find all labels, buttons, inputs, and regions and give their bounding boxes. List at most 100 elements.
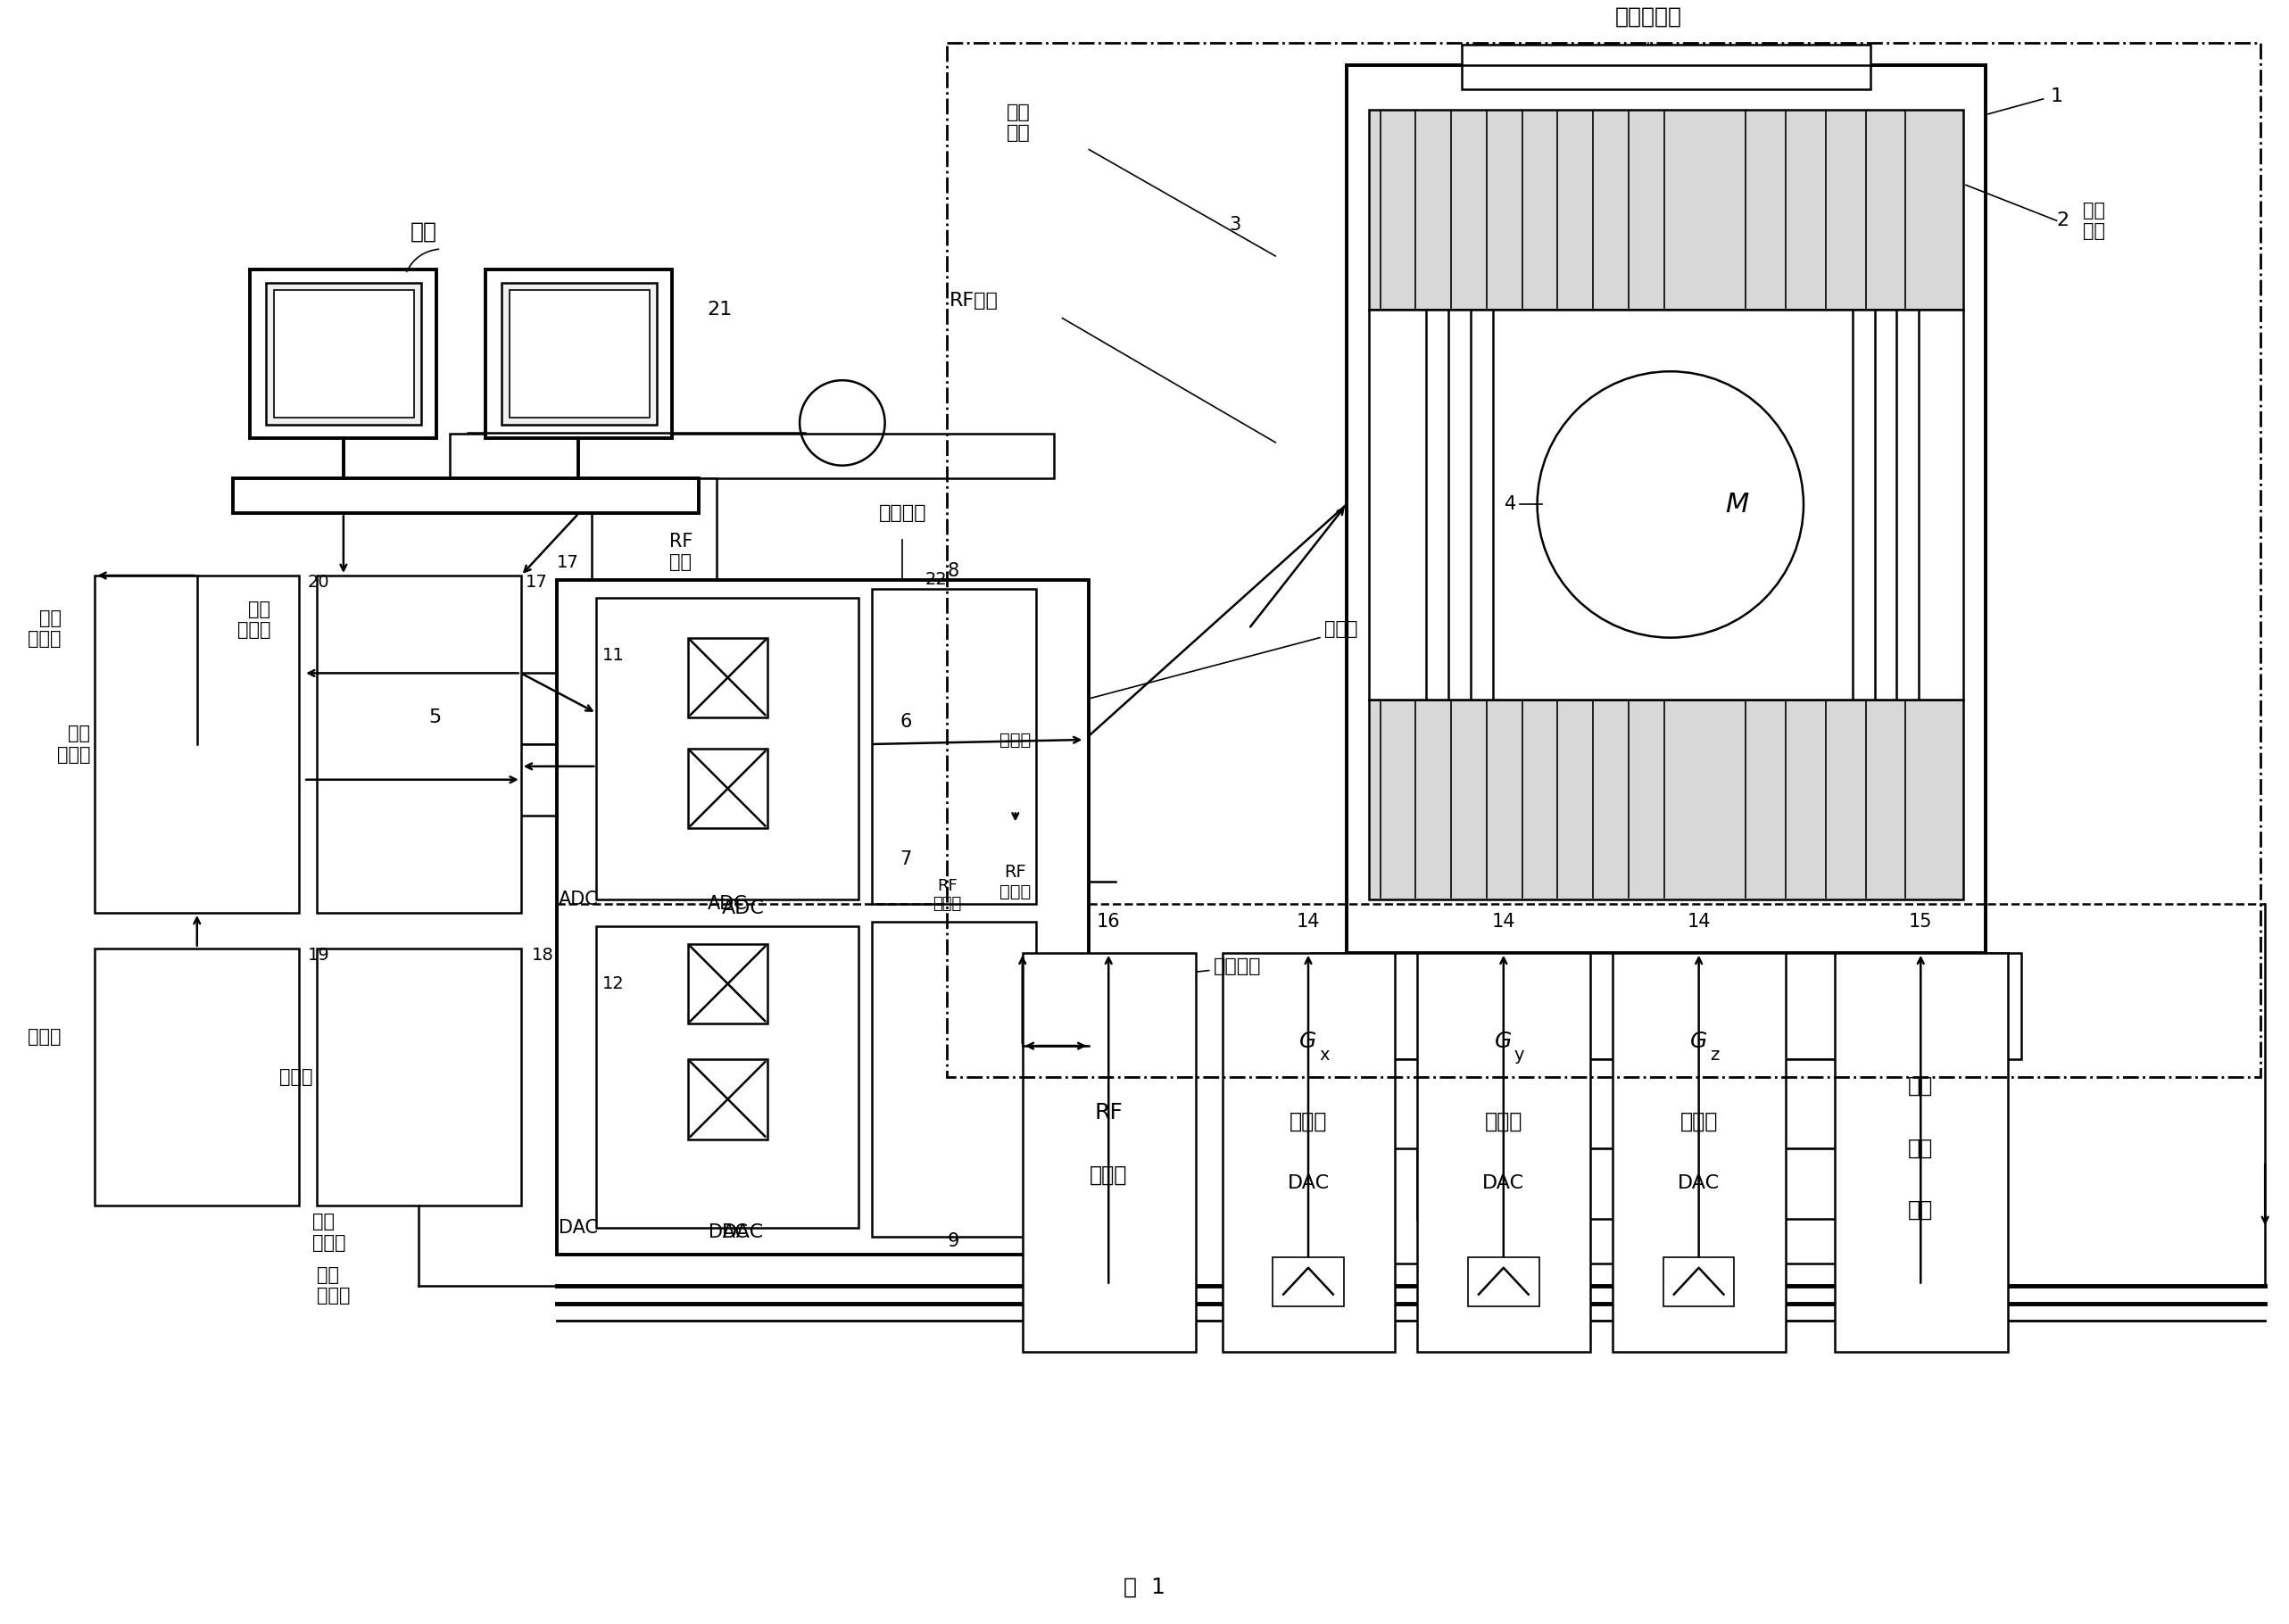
Text: 电源: 电源	[1909, 1200, 1934, 1221]
Text: 合成器: 合成器	[27, 1028, 62, 1046]
Bar	[510, 289, 650, 417]
Text: 6: 6	[900, 713, 911, 731]
Text: z: z	[1710, 1046, 1719, 1064]
Text: 系统
计算机: 系统 计算机	[27, 609, 62, 648]
Text: 3: 3	[1229, 216, 1241, 234]
Text: 梯度
线圈: 梯度 线圈	[1007, 104, 1030, 143]
Bar	[275, 289, 414, 417]
Text: ADC: ADC	[559, 890, 597, 908]
Bar	[316, 575, 522, 913]
Bar	[1417, 953, 1591, 1353]
Text: 接收信道: 接收信道	[879, 505, 927, 523]
Bar	[501, 283, 657, 424]
Text: 14: 14	[1687, 913, 1710, 931]
Text: DAC: DAC	[721, 1223, 765, 1241]
Text: 16: 16	[1096, 913, 1119, 931]
Text: RF
放大器: RF 放大器	[1000, 864, 1030, 900]
Bar	[556, 580, 1090, 1254]
Text: 系统
计算机: 系统 计算机	[57, 724, 92, 763]
Bar	[1369, 309, 1964, 700]
Bar	[1222, 953, 1396, 1353]
Text: 11: 11	[602, 646, 625, 664]
Text: 图像
计算机: 图像 计算机	[238, 601, 270, 640]
Text: 放大器: 放大器	[1680, 1111, 1717, 1132]
Text: G: G	[1300, 1031, 1316, 1052]
Bar	[1664, 1257, 1735, 1306]
Text: 2: 2	[2056, 211, 2069, 229]
Bar	[687, 749, 767, 828]
Bar	[485, 270, 673, 438]
Text: y: y	[1515, 1046, 1524, 1064]
Text: 双工器: 双工器	[1000, 731, 1030, 749]
Text: 15: 15	[1909, 913, 1932, 931]
Text: DAC: DAC	[1678, 1174, 1719, 1192]
Text: 顺序
控制器: 顺序 控制器	[316, 1267, 350, 1304]
Bar	[233, 477, 698, 513]
Text: DAC: DAC	[1286, 1174, 1330, 1192]
Text: G: G	[1495, 1031, 1513, 1052]
Bar	[1467, 1257, 1538, 1306]
Text: DAC: DAC	[1483, 1174, 1524, 1192]
Text: M: M	[1726, 492, 1749, 518]
Bar	[1312, 953, 2021, 1059]
Text: 放大器: 放大器	[1090, 1164, 1128, 1186]
Text: 均场: 均场	[1909, 1075, 1934, 1096]
Bar	[872, 590, 1035, 905]
Text: 双工器: 双工器	[1325, 620, 1357, 638]
Text: DAC: DAC	[707, 1223, 749, 1241]
Bar	[1355, 1059, 1978, 1148]
Text: G: G	[1689, 1031, 1708, 1052]
Bar	[94, 948, 300, 1205]
Text: DAC: DAC	[559, 1220, 597, 1237]
Text: 21: 21	[707, 300, 732, 318]
Text: 放大器: 放大器	[1289, 1111, 1328, 1132]
Bar	[687, 1059, 767, 1138]
Text: 放大器: 放大器	[1486, 1111, 1522, 1132]
Bar	[316, 948, 522, 1205]
Bar	[687, 638, 767, 718]
Text: 20: 20	[309, 575, 330, 591]
Bar	[1614, 953, 1785, 1353]
Text: 17: 17	[556, 554, 579, 572]
Text: 9: 9	[948, 1233, 959, 1250]
Text: 1: 1	[2051, 88, 2062, 106]
Text: RF天线: RF天线	[950, 291, 998, 309]
Text: 18: 18	[531, 947, 554, 965]
Bar	[1463, 45, 1870, 89]
Bar	[1273, 1257, 1344, 1306]
Text: 图  1: 图 1	[1124, 1577, 1165, 1598]
Bar	[451, 434, 1053, 477]
Bar	[1346, 65, 1985, 1263]
Bar	[266, 283, 421, 424]
Text: 14: 14	[1296, 913, 1321, 931]
Bar	[687, 944, 767, 1023]
Text: 均场
线圈: 均场 线圈	[2083, 201, 2106, 240]
Bar	[1369, 700, 1964, 900]
Text: 5: 5	[428, 708, 442, 726]
Text: 19: 19	[309, 947, 330, 965]
Bar	[1023, 953, 1195, 1353]
Bar	[593, 477, 716, 674]
Bar	[490, 744, 1014, 815]
Text: RF
系统: RF 系统	[668, 533, 694, 572]
Text: 顺序
控制器: 顺序 控制器	[311, 1213, 346, 1252]
Text: RF
放大器: RF 放大器	[932, 877, 961, 913]
Text: 发射信道: 发射信道	[1213, 957, 1261, 974]
Bar	[597, 926, 858, 1228]
Bar	[1346, 65, 1985, 953]
Text: 终端: 终端	[410, 221, 437, 242]
Text: 合成器: 合成器	[279, 1069, 311, 1086]
Text: 7: 7	[900, 851, 911, 869]
Text: RF: RF	[1094, 1101, 1124, 1124]
Text: 14: 14	[1492, 913, 1515, 931]
Text: 17: 17	[526, 575, 547, 591]
Bar	[1369, 109, 1964, 309]
Text: x: x	[1318, 1046, 1330, 1064]
Bar	[948, 823, 1085, 939]
Text: 线圈: 线圈	[1909, 1137, 1934, 1158]
Text: 4: 4	[1504, 495, 1518, 513]
Bar	[948, 44, 2262, 1077]
Bar	[94, 575, 300, 913]
Text: 22: 22	[925, 572, 948, 588]
Bar	[250, 270, 437, 438]
